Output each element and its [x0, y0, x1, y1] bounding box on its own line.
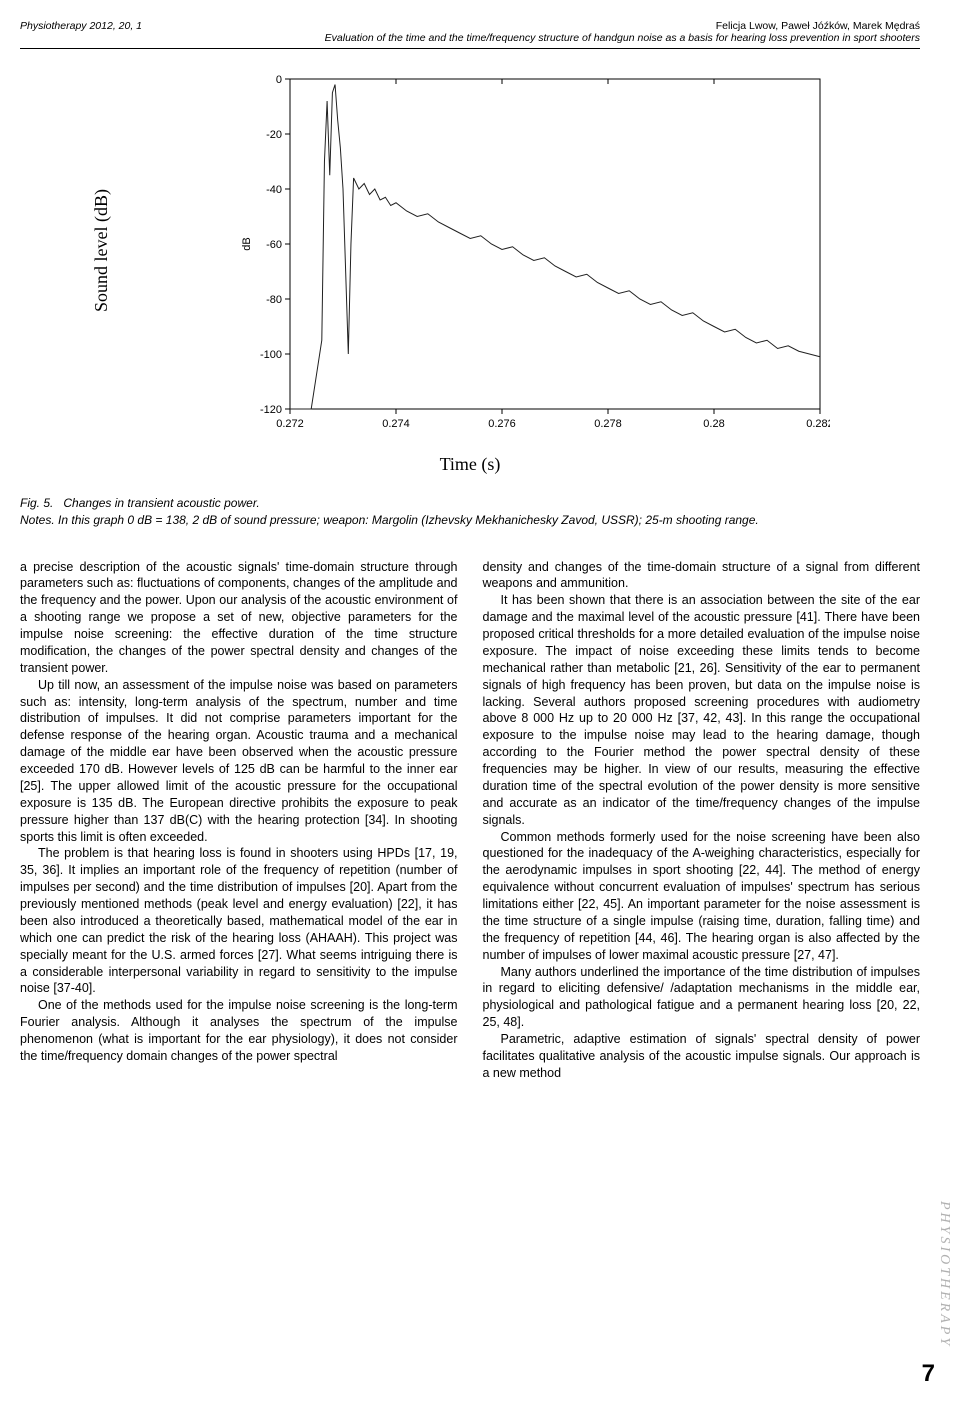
paragraph: a precise description of the acoustic si… — [20, 559, 458, 677]
svg-text:-120: -120 — [260, 404, 282, 416]
journal-ref: Physiotherapy 2012, 20, 1 — [20, 20, 142, 44]
article-title: Evaluation of the time and the time/freq… — [325, 32, 920, 44]
caption-notes-label: Notes. — [20, 513, 55, 527]
right-column: density and changes of the time-domain s… — [483, 559, 921, 1082]
side-label: PHYSIOTHERAPY — [936, 1201, 952, 1348]
left-column: a precise description of the acoustic si… — [20, 559, 458, 1082]
caption-title: Changes in transient acoustic power. — [63, 496, 259, 510]
svg-text:0.276: 0.276 — [488, 418, 516, 430]
chart-wrapper: 0 -20 -40 -60 -80 -100 -120 0.272 0.274 0.276 0.27… — [220, 69, 840, 444]
svg-text:-80: -80 — [266, 294, 282, 306]
body-columns: a precise description of the acoustic si… — [20, 559, 920, 1082]
svg-text:0.278: 0.278 — [594, 418, 622, 430]
svg-text:dB: dB — [241, 237, 253, 250]
header-right: Felicja Lwow, Paweł Jóźków, Marek Mędraś… — [325, 20, 920, 44]
figure-5: Sound level (dB) 0-20-40-60-80-100-1200.… — [100, 69, 840, 475]
svg-text:0.274: 0.274 — [382, 418, 410, 430]
figure-caption: Fig. 5. Changes in transient acoustic po… — [20, 495, 920, 529]
svg-text:-100: -100 — [260, 349, 282, 361]
paragraph: The problem is that hearing loss is foun… — [20, 845, 458, 997]
svg-text:-60: -60 — [266, 239, 282, 251]
svg-text:-40: -40 — [266, 184, 282, 196]
paragraph: Common methods formerly used for the noi… — [483, 829, 921, 964]
page-number: 7 — [922, 1360, 935, 1388]
page-header: Physiotherapy 2012, 20, 1 Felicja Lwow, … — [20, 20, 920, 49]
paragraph: Parametric, adaptive estimation of signa… — [483, 1031, 921, 1082]
paragraph: Many authors underlined the importance o… — [483, 964, 921, 1032]
svg-text:0.272: 0.272 — [276, 418, 304, 430]
paragraph: It has been shown that there is an assoc… — [483, 592, 921, 828]
svg-text:0: 0 — [276, 74, 282, 86]
x-axis-label: Time (s) — [100, 454, 840, 475]
paragraph: One of the methods used for the impulse … — [20, 997, 458, 1065]
line-chart: 0 -20 -40 -60 -80 -100 -120 0.272 0.274 0.276 0.27… — [230, 69, 830, 439]
svg-text:-20: -20 — [266, 129, 282, 141]
paragraph: density and changes of the time-domain s… — [483, 559, 921, 593]
caption-label: Fig. 5. — [20, 496, 53, 510]
authors: Felicja Lwow, Paweł Jóźków, Marek Mędraś — [716, 20, 920, 32]
paragraph: Up till now, an assessment of the impuls… — [20, 677, 458, 846]
y-axis-label: Sound level (dB) — [91, 189, 112, 312]
svg-text:0.282: 0.282 — [806, 418, 830, 430]
svg-text:0.28: 0.28 — [703, 418, 724, 430]
caption-notes: In this graph 0 dB = 138, 2 dB of sound … — [58, 513, 759, 527]
